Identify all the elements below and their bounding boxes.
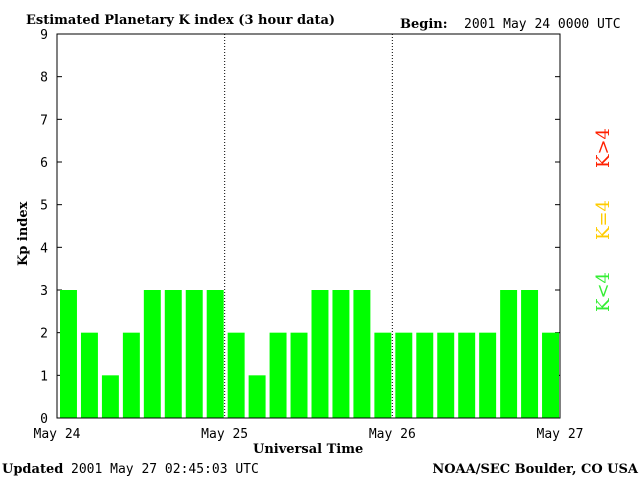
kp-bar bbox=[143, 290, 161, 418]
source-label: NOAA/SEC Boulder, CO USA bbox=[432, 462, 639, 477]
day-separators bbox=[224, 34, 393, 418]
x-axis-tick-labels: May 24 May 25 May 26 May 27 bbox=[34, 427, 584, 442]
kp-bar bbox=[60, 290, 77, 418]
y-tick-label: 9 bbox=[40, 28, 48, 43]
begin-label: Begin: bbox=[400, 17, 448, 32]
kp-bar bbox=[395, 332, 413, 418]
kp-bar bbox=[521, 290, 539, 418]
kp-bar bbox=[290, 332, 308, 418]
y-tick-label: 5 bbox=[40, 199, 48, 214]
plot-frame bbox=[56, 33, 561, 419]
kp-bar bbox=[164, 290, 182, 418]
y-tick-label: 7 bbox=[40, 113, 48, 128]
y-tick-label: 1 bbox=[40, 369, 48, 384]
kp-bar bbox=[122, 332, 140, 418]
chart-title: Estimated Planetary K index (3 hour data… bbox=[26, 13, 335, 28]
kp-bar bbox=[500, 290, 518, 418]
kp-bar bbox=[185, 290, 203, 418]
updated-label: Updated bbox=[2, 462, 63, 477]
legend-equal: K=4 bbox=[593, 200, 614, 240]
legend-high: K>4 bbox=[593, 128, 614, 168]
kp-bar bbox=[332, 290, 350, 418]
y-tick-label: 8 bbox=[40, 71, 48, 86]
kp-bar bbox=[542, 332, 559, 418]
kp-bar bbox=[353, 290, 371, 418]
y-tick-label: 4 bbox=[40, 241, 48, 256]
x-axis-label: Universal Time bbox=[253, 442, 363, 457]
begin-value: 2001 May 24 0000 UTC bbox=[464, 17, 621, 32]
y-axis-label: Kp index bbox=[16, 201, 31, 266]
kp-bar bbox=[458, 332, 476, 418]
kp-bar bbox=[227, 332, 245, 418]
x-tick-label: May 24 bbox=[34, 427, 81, 442]
x-tick-label: May 25 bbox=[201, 427, 248, 442]
kp-bar bbox=[437, 332, 455, 418]
kp-bar bbox=[311, 290, 329, 418]
kp-bar bbox=[374, 332, 392, 418]
y-tick-label: 2 bbox=[40, 327, 48, 342]
kp-bar bbox=[101, 375, 119, 418]
kp-bar bbox=[248, 375, 266, 418]
kp-bar bbox=[80, 332, 98, 418]
legend-low: K<4 bbox=[593, 272, 614, 312]
kp-bar bbox=[206, 290, 224, 418]
kp-bar bbox=[416, 332, 434, 418]
y-tick-label: 3 bbox=[40, 284, 48, 299]
kp-bar bbox=[269, 332, 287, 418]
x-tick-label: May 27 bbox=[537, 427, 584, 442]
y-tick-label: 0 bbox=[40, 412, 48, 427]
updated-value: 2001 May 27 02:45:03 UTC bbox=[71, 462, 259, 477]
x-tick-label: May 26 bbox=[369, 427, 416, 442]
kp-bar bbox=[479, 332, 497, 418]
y-tick-label: 6 bbox=[40, 156, 48, 171]
bars-group bbox=[60, 290, 559, 418]
